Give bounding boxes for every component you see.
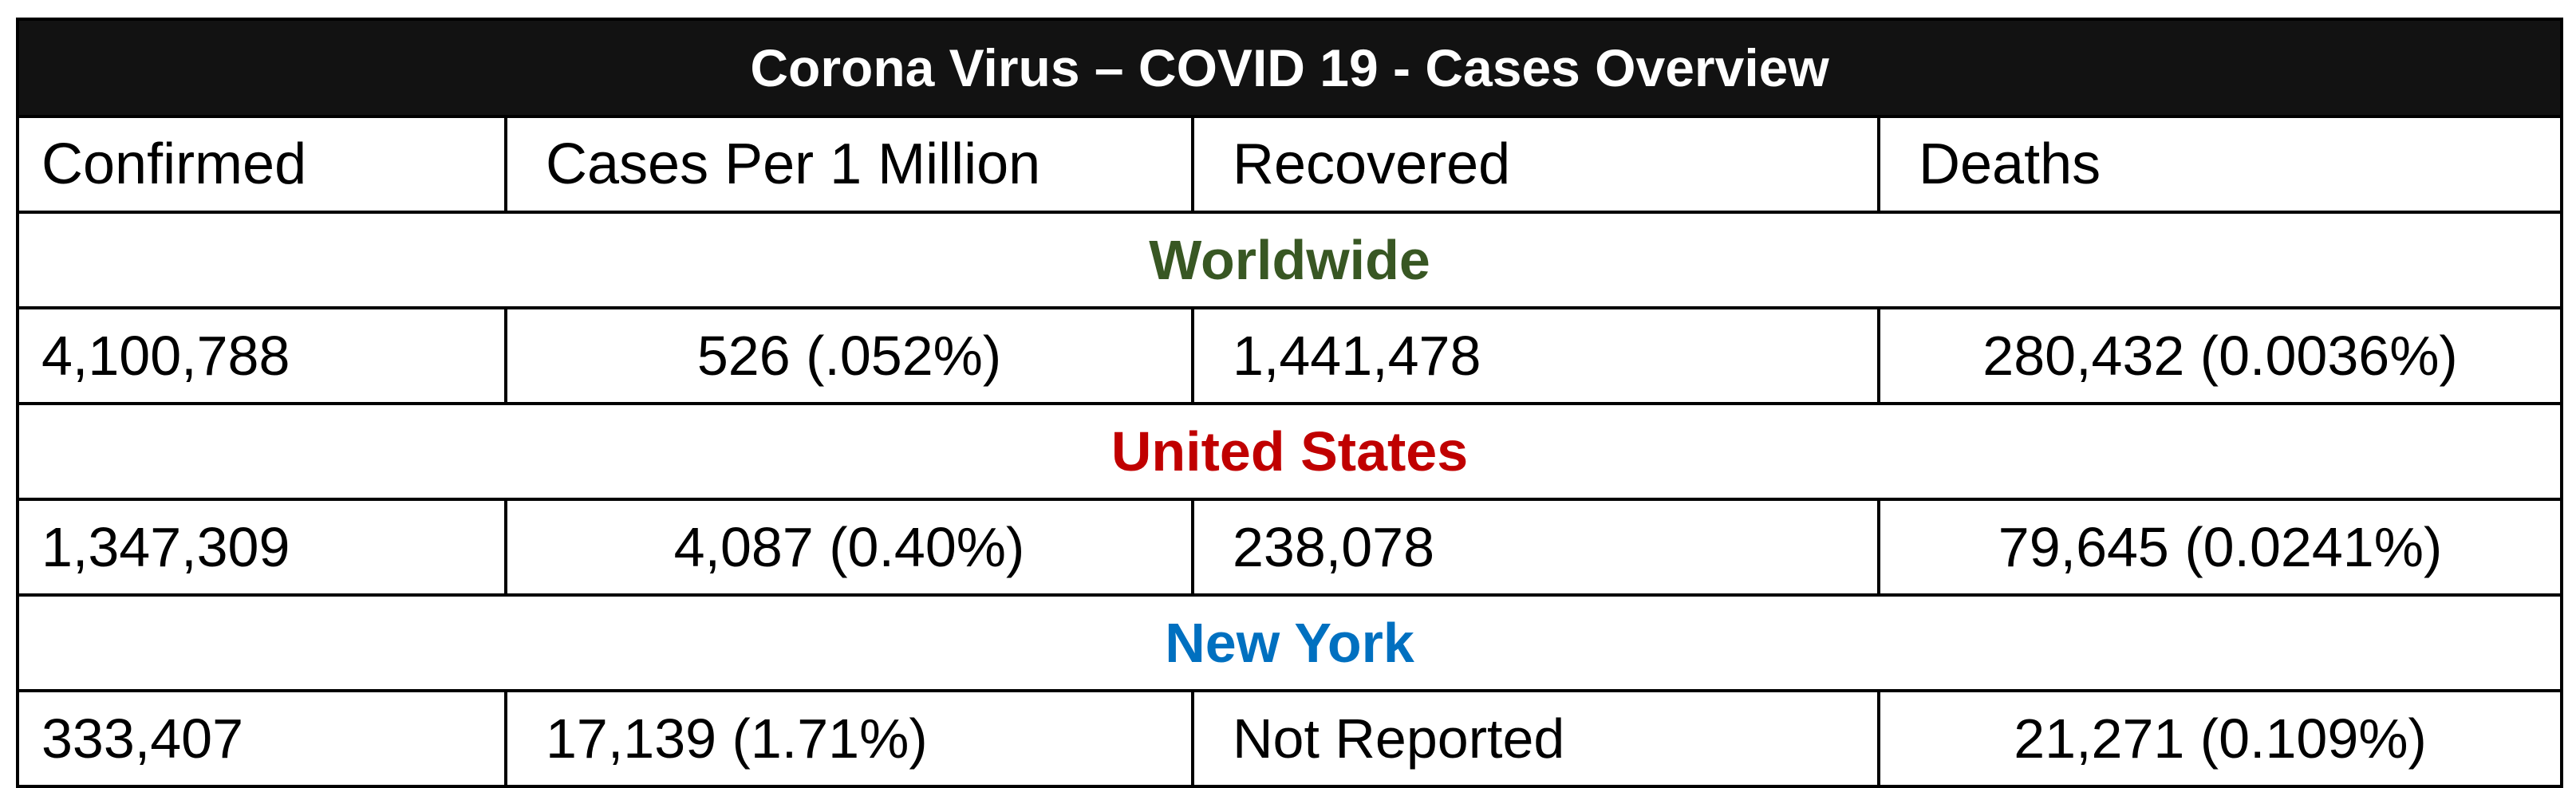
region-row-worldwide: Worldwide [15,211,2564,309]
region-label-new-york: New York [15,593,2564,692]
title-row: Corona Virus – COVID 19 - Cases Overview [15,18,2564,118]
header-confirmed: Confirmed [16,115,507,214]
deaths-value: 79,645 (0.0241%) [1876,498,2564,597]
recovered-value: Not Reported [1191,689,1880,788]
region-row-new-york: New York [15,593,2564,692]
region-label-worldwide: Worldwide [15,211,2564,309]
recovered-value: 238,078 [1191,498,1880,597]
header-cases-per-million: Cases Per 1 Million [504,115,1194,214]
cases-per-million-value: 4,087 (0.40%) [504,498,1194,597]
header-row: Confirmed Cases Per 1 Million Recovered … [16,115,2564,214]
table-row: 4,100,788 526 (.052%) 1,441,478 280,432 … [16,306,2564,405]
confirmed-value: 4,100,788 [16,306,507,405]
confirmed-value: 333,407 [16,689,507,788]
region-row-united-states: United States [15,402,2564,501]
header-recovered: Recovered [1191,115,1880,214]
deaths-value: 280,432 (0.0036%) [1876,306,2564,405]
cases-overview-table: Corona Virus – COVID 19 - Cases Overview… [15,18,2564,788]
recovered-value: 1,441,478 [1191,306,1880,405]
cases-per-million-value: 526 (.052%) [504,306,1194,405]
cases-per-million-value: 17,139 (1.71%) [504,689,1194,788]
cases-overview-table-wrap: Corona Virus – COVID 19 - Cases Overview… [15,18,2564,788]
table-row: 333,407 17,139 (1.71%) Not Reported 21,2… [16,689,2564,788]
table-title: Corona Virus – COVID 19 - Cases Overview [15,18,2564,118]
header-deaths: Deaths [1876,115,2564,214]
deaths-value: 21,271 (0.109%) [1876,689,2564,788]
region-label-united-states: United States [15,402,2564,501]
table-row: 1,347,309 4,087 (0.40%) 238,078 79,645 (… [16,498,2564,597]
confirmed-value: 1,347,309 [16,498,507,597]
